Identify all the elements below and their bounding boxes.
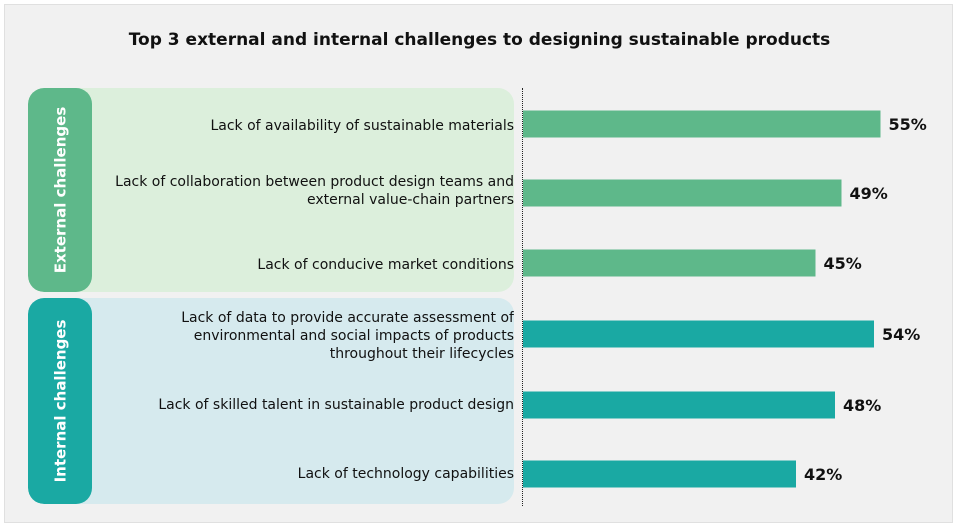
external-challenges-tab: External challenges (28, 88, 92, 292)
external-challenges-panel: External challenges Lack of availability… (28, 88, 514, 292)
internal-challenges-panel: Internal challenges Lack of data to prov… (28, 298, 514, 504)
category-label: Lack of data to provide accurate assessm… (181, 310, 514, 362)
bar-internal-3 (523, 460, 796, 488)
category-label: Lack of conducive market conditions (257, 257, 514, 273)
category-label: Lack of collaboration between product de… (115, 174, 514, 208)
bar-external-2 (523, 179, 842, 207)
category-label: Lack of technology capabilities (297, 466, 514, 482)
bar-value-label: 48% (843, 396, 881, 415)
chart-title: Top 3 external and internal challenges t… (128, 30, 831, 50)
bar-value-label: 54% (882, 325, 920, 344)
bar-value-label: 49% (850, 184, 888, 203)
bar-external-3 (523, 249, 816, 277)
internal-challenges-tab: Internal challenges (28, 298, 92, 504)
bar-value-label: 45% (824, 254, 862, 273)
category-label: Lack of availability of sustainable mate… (210, 118, 514, 134)
axis-divider (522, 88, 523, 506)
bar-internal-1 (523, 320, 874, 348)
bar-value-label: 55% (889, 115, 927, 134)
bar-internal-2 (523, 391, 835, 419)
category-label: Lack of skilled talent in sustainable pr… (158, 397, 514, 413)
bar-value-label: 42% (804, 465, 842, 484)
bar-external-1 (523, 110, 881, 138)
